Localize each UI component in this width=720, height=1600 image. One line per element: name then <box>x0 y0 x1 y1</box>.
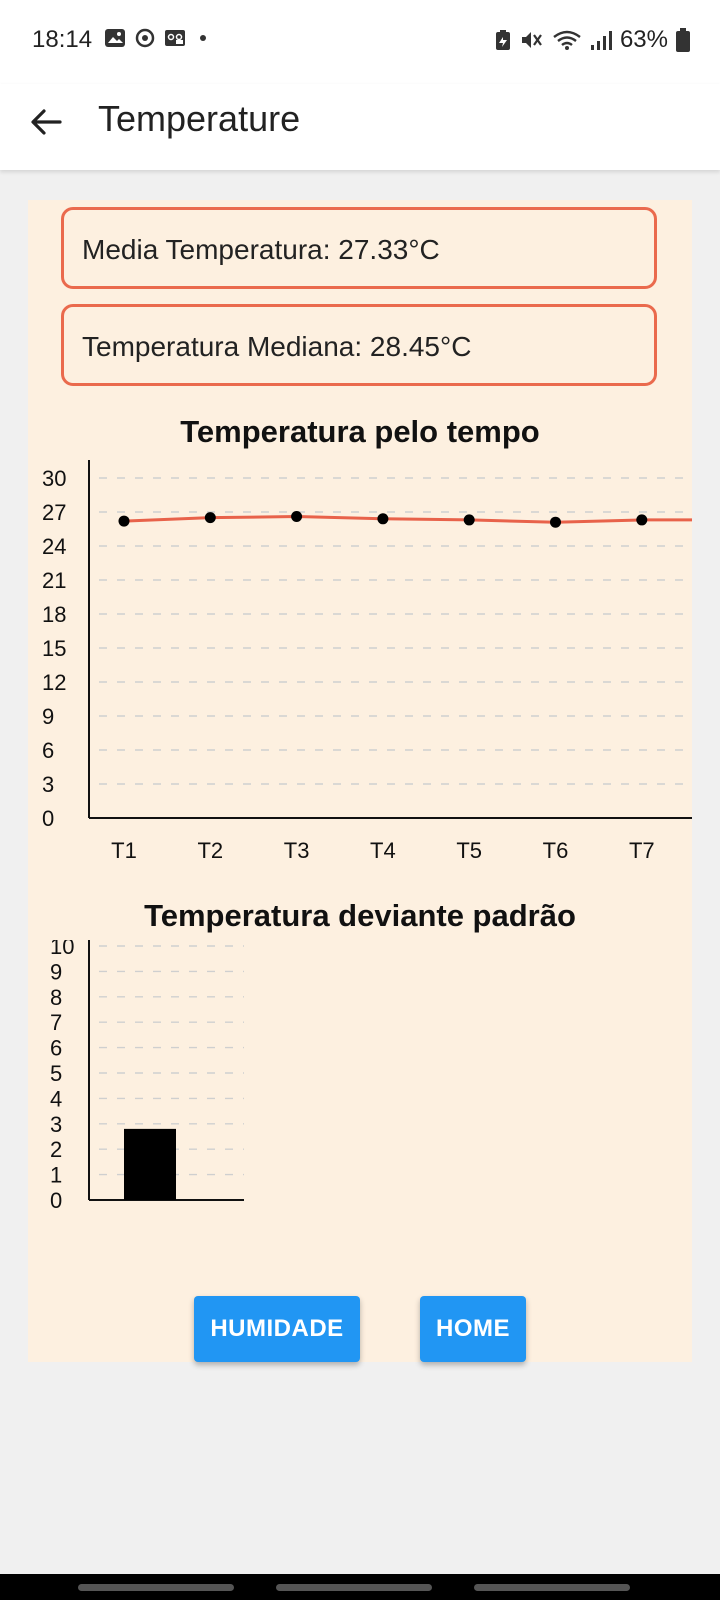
status-bar: 18:14 63% <box>0 0 720 84</box>
bar-chart-title: Temperatura deviante padrão <box>144 898 576 933</box>
battery-percent: 63% <box>619 26 668 53</box>
data-point <box>550 516 561 528</box>
notification-dot <box>200 35 206 41</box>
y-tick-label: 30 <box>42 466 66 491</box>
status-time: 18:14 <box>32 26 93 53</box>
y-tick-label: 15 <box>42 636 66 661</box>
y-tick-label: 3 <box>42 772 54 797</box>
y-tick-label: 1 <box>50 1163 62 1188</box>
x-tick-label: T1 <box>111 838 137 860</box>
x-tick-label: T6 <box>543 838 569 860</box>
y-tick-label: 8 <box>50 985 62 1010</box>
app-bar: Temperature <box>0 84 720 170</box>
data-point <box>291 511 303 523</box>
data-point <box>377 513 389 525</box>
back-arrow-icon[interactable] <box>28 104 64 140</box>
y-tick-label: 2 <box>50 1137 62 1162</box>
x-tick-label: T2 <box>197 838 223 860</box>
image-icon <box>105 29 125 47</box>
y-tick-label: 10 <box>50 940 74 959</box>
status-icons-left <box>104 28 206 48</box>
y-tick-label: 6 <box>42 738 54 763</box>
mean-temperature-text: Media Temperatura: 27.33°C <box>82 234 440 265</box>
content-panel: Media Temperatura: 27.33°C Temperatura M… <box>28 200 692 1362</box>
x-tick-label: T4 <box>370 838 396 860</box>
y-tick-label: 18 <box>42 602 66 627</box>
mean-temperature-card: Media Temperatura: 27.33°C <box>61 207 657 289</box>
x-tick-label: T5 <box>456 838 482 860</box>
y-tick-label: 9 <box>50 959 62 984</box>
home-button[interactable]: HOME <box>420 1296 526 1362</box>
temperature-line-chart: 0 3 6 9 12 15 18 21 24 27 30 T1 T2 T3 T4 T5 T6 T7 <box>42 460 692 860</box>
status-icons-right: 63% <box>494 26 690 54</box>
data-point <box>118 515 130 527</box>
y-tick-label: 6 <box>50 1036 62 1061</box>
nav-recents[interactable] <box>78 1584 234 1591</box>
y-tick-label: 4 <box>50 1086 62 1111</box>
humidity-button[interactable]: HUMIDADE <box>194 1296 360 1362</box>
data-point <box>204 512 216 524</box>
y-tick-label: 3 <box>50 1112 62 1137</box>
data-point <box>636 514 648 526</box>
data-point <box>463 514 475 526</box>
y-tick-label: 0 <box>50 1188 62 1213</box>
x-tick-label: T7 <box>629 838 655 860</box>
battery-icon <box>676 28 690 52</box>
sync-icon <box>135 28 155 48</box>
y-tick-label: 12 <box>42 670 66 695</box>
x-tick-label: T3 <box>284 838 310 860</box>
temperature-series-line <box>123 515 692 524</box>
voicemail-icon <box>165 30 185 46</box>
y-tick-label: 5 <box>50 1061 62 1086</box>
wifi-icon <box>553 30 581 50</box>
y-tick-label: 24 <box>42 534 66 559</box>
signal-icon <box>590 31 612 50</box>
nav-back[interactable] <box>474 1584 630 1591</box>
y-tick-label: 9 <box>42 704 54 729</box>
y-tick-label: 7 <box>50 1010 62 1035</box>
page-title: Temperature <box>98 98 301 139</box>
system-nav-bar <box>0 1574 720 1600</box>
y-tick-label: 27 <box>42 500 66 525</box>
median-temperature-card: Temperatura Mediana: 28.45°C <box>61 304 657 386</box>
y-tick-label: 0 <box>42 806 54 831</box>
y-tick-label: 21 <box>42 568 66 593</box>
median-temperature-text: Temperatura Mediana: 28.45°C <box>82 331 472 362</box>
std-deviation-bar <box>124 1128 176 1200</box>
nav-home[interactable] <box>276 1584 432 1591</box>
mute-icon <box>521 32 542 48</box>
line-chart-title: Temperatura pelo tempo <box>180 414 540 449</box>
battery-saver-icon <box>495 30 510 50</box>
